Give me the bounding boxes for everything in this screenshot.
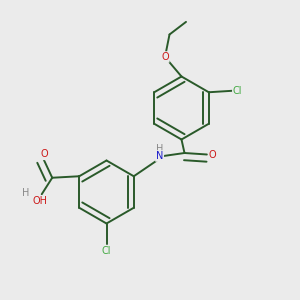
Text: H: H: [22, 188, 29, 198]
Text: Cl: Cl: [102, 245, 111, 256]
Text: O: O: [208, 149, 216, 160]
Text: H: H: [156, 143, 163, 154]
Text: OH: OH: [33, 196, 48, 206]
Text: O: O: [161, 52, 169, 62]
Text: N: N: [156, 151, 163, 161]
Text: O: O: [40, 149, 48, 159]
Text: Cl: Cl: [233, 86, 242, 96]
